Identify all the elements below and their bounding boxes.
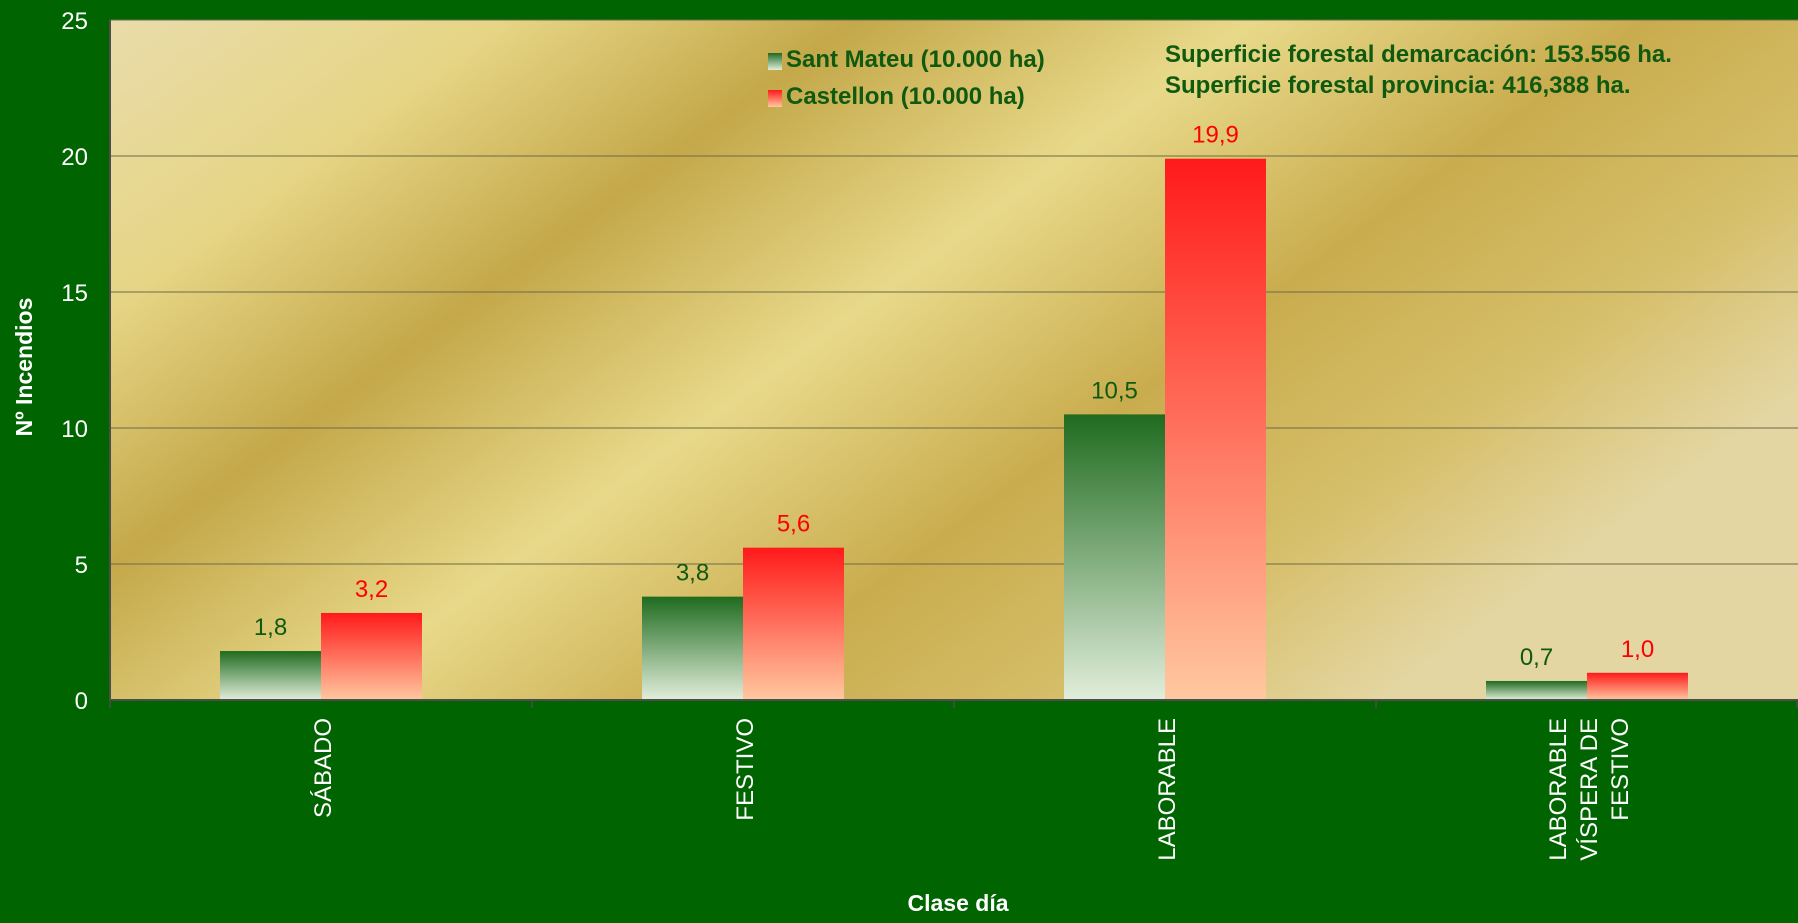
y-axis-title: Nº Incendios (11, 298, 37, 437)
y-axis-tick-labels: 0 5 10 15 20 25 (61, 8, 88, 715)
bar-sant-mateu (642, 596, 743, 700)
bar-castellon (743, 547, 844, 700)
legend-item: Sant Mateu (10.000 ha) (768, 46, 1045, 73)
data-label: 1,8 (254, 614, 287, 641)
x-tick-label-line: VÍSPERA DE (1576, 718, 1603, 861)
data-label: 5,6 (777, 511, 810, 538)
plot-area (110, 20, 1798, 700)
y-tick-label: 0 (75, 688, 88, 715)
legend-item: Castellon (10.000 ha) (768, 83, 1025, 110)
x-axis-ticks (109, 700, 1798, 708)
data-label: 10,5 (1091, 377, 1138, 404)
bar-sant-mateu (220, 651, 321, 700)
x-tick-label-line: LABORABLE (1545, 718, 1572, 861)
x-tick-label-line: SÁBADO (310, 718, 337, 818)
bar-sant-mateu (1486, 680, 1587, 700)
x-axis-title: Clase día (908, 890, 1009, 916)
y-tick-label: 10 (61, 416, 88, 443)
bars (220, 158, 1688, 701)
annotation-forest-area-province: Superficie forestal provincia: 416,388 h… (1165, 72, 1631, 99)
y-tick-label: 5 (75, 552, 88, 579)
x-tick-label-line: FESTIVO (732, 718, 759, 821)
data-label: 3,8 (676, 560, 709, 587)
x-tick-label-line: FESTIVO (1607, 718, 1634, 821)
bar-castellon (1587, 672, 1688, 700)
y-tick-label: 25 (61, 8, 88, 35)
x-tick-label: LABORABLE (1154, 718, 1181, 861)
y-tick-label: 20 (61, 144, 88, 171)
bar-sant-mateu (1064, 414, 1165, 700)
x-tick-label: FESTIVO (732, 718, 759, 821)
data-label: 1,0 (1621, 636, 1654, 663)
data-label: 3,2 (355, 576, 388, 603)
x-tick-label: SÁBADO (310, 718, 337, 818)
legend-swatch (768, 53, 782, 70)
x-axis-tick-labels: SÁBADO FESTIVO LABORABLE LABORABLE VÍSPERA D… (310, 718, 1634, 861)
bar-castellon (1165, 158, 1266, 701)
x-tick-label-line: LABORABLE (1154, 718, 1181, 861)
legend: Sant Mateu (10.000 ha) Castellon (10.000 … (768, 46, 1045, 110)
grid-lines (110, 155, 1798, 565)
y-tick-label: 15 (61, 280, 88, 307)
data-label: 19,9 (1192, 122, 1239, 149)
legend-label: Sant Mateu (10.000 ha) (786, 46, 1045, 73)
legend-swatch (768, 90, 782, 107)
value-labels: 1,8 3,2 3,8 5,6 10,5 19,9 0,7 1,0 (254, 122, 1654, 671)
legend-label: Castellon (10.000 ha) (786, 83, 1025, 110)
annotation-forest-area-district: Superficie forestal demarcación: 153.556… (1165, 41, 1672, 68)
x-tick-label: LABORABLE VÍSPERA DE FESTIVO (1545, 718, 1634, 861)
data-label: 0,7 (1520, 644, 1553, 671)
bar-castellon (321, 612, 422, 700)
